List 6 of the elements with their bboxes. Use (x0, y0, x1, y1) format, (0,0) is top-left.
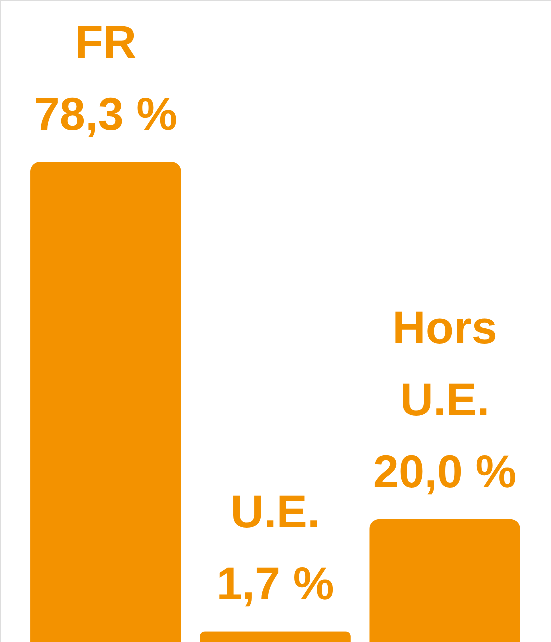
x-tick-label: U.E. (230, 486, 320, 538)
category-label: Hors U.E. (392, 301, 498, 426)
data-label: 1,7 % (216, 558, 334, 610)
data-label: 20,0 % (373, 445, 517, 498)
x-tick-label: FR (75, 16, 137, 68)
data-label: 78,3 % (34, 88, 178, 140)
